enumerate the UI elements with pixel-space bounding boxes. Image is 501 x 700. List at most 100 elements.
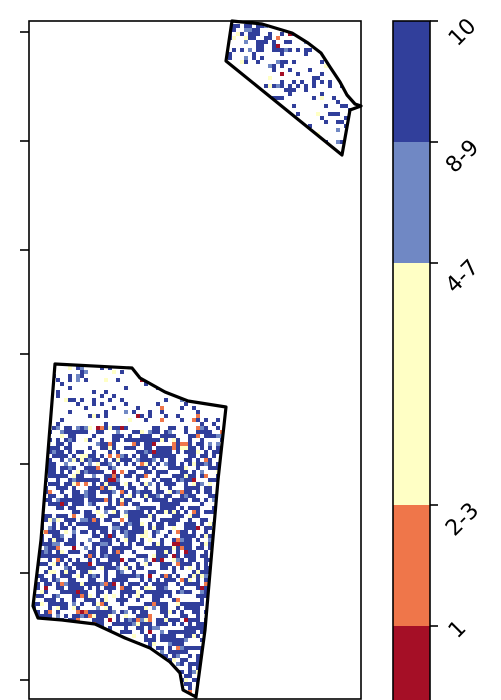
raster-pixel: [68, 478, 72, 482]
raster-pixel: [128, 558, 132, 562]
raster-pixel: [68, 522, 72, 526]
raster-pixel: [64, 398, 68, 402]
raster-pixel: [200, 534, 204, 538]
raster-pixel: [344, 104, 348, 108]
raster-pixel: [204, 590, 208, 594]
north-east-region-boundary: [224, 19, 363, 157]
raster-pixel: [96, 618, 100, 622]
raster-pixel: [152, 458, 156, 462]
raster-pixel: [80, 474, 84, 478]
raster-pixel: [52, 466, 56, 470]
raster-pixel: [116, 478, 120, 482]
raster-pixel: [44, 514, 48, 518]
raster-pixel: [188, 538, 192, 542]
raster-pixel: [200, 522, 204, 526]
raster-pixel: [244, 56, 248, 60]
raster-pixel: [56, 610, 60, 614]
raster-pixel: [128, 530, 132, 534]
raster-pixel: [56, 542, 60, 546]
raster-pixel: [56, 514, 60, 518]
raster-pixel: [272, 48, 276, 52]
raster-pixel: [136, 458, 140, 462]
raster-pixel: [184, 426, 188, 430]
raster-pixel: [52, 530, 56, 534]
raster-pixel: [188, 606, 192, 610]
raster-pixel: [148, 626, 152, 630]
raster-pixel: [188, 686, 192, 690]
raster-pixel: [128, 582, 132, 586]
raster-pixel: [180, 442, 184, 446]
raster-pixel: [148, 562, 152, 566]
raster-pixel: [96, 590, 100, 594]
raster-pixel: [128, 622, 132, 626]
raster-pixel: [192, 418, 196, 422]
raster-pixel: [260, 24, 264, 28]
raster-pixel: [168, 502, 172, 506]
raster-pixel: [44, 498, 48, 502]
raster-pixel: [100, 554, 104, 558]
raster-pixel: [188, 574, 192, 578]
raster-pixel: [52, 578, 56, 582]
raster-pixel: [132, 610, 136, 614]
raster-pixel: [104, 518, 108, 522]
raster-pixel: [72, 490, 76, 494]
raster-pixel: [92, 522, 96, 526]
raster-pixel: [116, 598, 120, 602]
raster-pixel: [60, 586, 64, 590]
raster-pixel: [100, 514, 104, 518]
raster-pixel: [60, 490, 64, 494]
raster-pixel: [152, 606, 156, 610]
raster-pixel: [188, 566, 192, 570]
raster-pixel: [52, 562, 56, 566]
raster-pixel: [188, 458, 192, 462]
raster-pixel: [136, 442, 140, 446]
raster-pixel: [56, 378, 60, 382]
raster-pixel: [84, 370, 88, 374]
raster-pixel: [204, 462, 208, 466]
raster-pixel: [108, 474, 112, 478]
raster-pixel: [112, 470, 116, 474]
raster-pixel: [168, 426, 172, 430]
raster-pixel: [160, 446, 164, 450]
raster-pixel: [308, 48, 312, 52]
raster-pixel: [148, 602, 152, 606]
raster-pixel: [184, 498, 188, 502]
raster-pixel: [120, 590, 124, 594]
raster-pixel: [72, 614, 76, 618]
raster-pixel: [124, 618, 128, 622]
raster-pixel: [152, 426, 156, 430]
raster-pixel: [164, 462, 168, 466]
raster-pixel: [72, 546, 76, 550]
raster-pixel: [72, 590, 76, 594]
raster-pixel: [76, 586, 80, 590]
raster-pixel: [56, 534, 60, 538]
raster-pixel: [140, 618, 144, 622]
raster-pixel: [148, 506, 152, 510]
raster-pixel: [212, 434, 216, 438]
raster-pixel: [96, 562, 100, 566]
raster-pixel: [68, 426, 72, 430]
raster-pixel: [148, 522, 152, 526]
raster-pixel: [76, 494, 80, 498]
raster-pixel: [284, 60, 288, 64]
raster-pixel: [108, 446, 112, 450]
raster-pixel: [140, 566, 144, 570]
raster-pixel: [184, 494, 188, 498]
raster-pixel: [160, 622, 164, 626]
raster-pixel: [152, 442, 156, 446]
raster-pixel: [160, 438, 164, 442]
raster-pixel: [164, 518, 168, 522]
raster-pixel: [168, 478, 172, 482]
raster-pixel: [272, 84, 276, 88]
raster-pixel: [188, 478, 192, 482]
raster-pixel: [200, 430, 204, 434]
raster-pixel: [140, 430, 144, 434]
raster-pixel: [104, 462, 108, 466]
raster-pixel: [200, 626, 204, 630]
raster-pixel: [60, 514, 64, 518]
raster-pixel: [76, 502, 80, 506]
raster-pixel: [60, 558, 64, 562]
raster-pixel: [128, 510, 132, 514]
raster-pixel: [52, 470, 56, 474]
raster-pixel: [176, 474, 180, 478]
